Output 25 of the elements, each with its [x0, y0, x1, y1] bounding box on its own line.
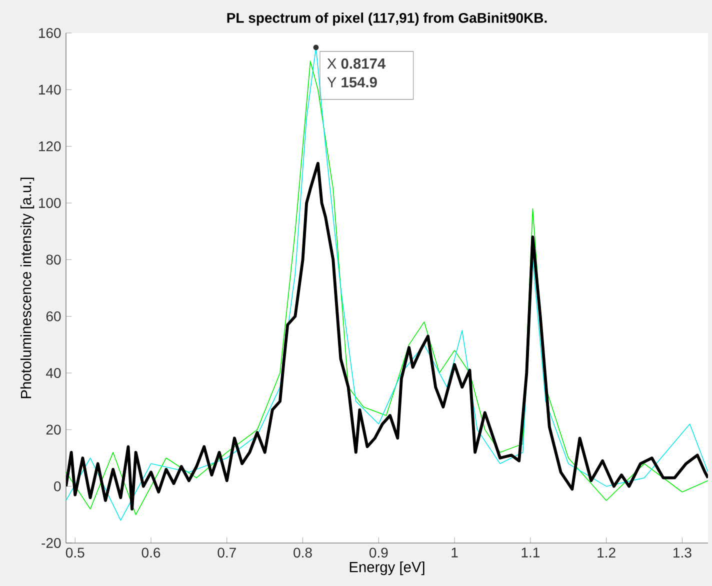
- y-tick-label: 20: [46, 424, 61, 435]
- y-tick-label: 80: [46, 254, 61, 265]
- y-tick-label: 0: [54, 481, 61, 492]
- line-series: [66, 162, 708, 510]
- y-tick-label: 140: [39, 84, 61, 95]
- annotation: X 0.8174: [327, 58, 386, 69]
- y-axis-title: Photoluminescence intensity [a.u.]: [20, 178, 34, 398]
- x-tick-label: 0.6: [142, 548, 160, 558]
- x-tick-label: 0.5: [66, 548, 84, 558]
- x-axis-title: Energy [eV]: [350, 561, 424, 576]
- x-tick-label: 1.2: [598, 548, 616, 558]
- annotation: Y 154.9: [327, 77, 377, 88]
- x-tick-label: 0.8: [294, 548, 312, 558]
- x-tick-label: 1: [452, 548, 458, 558]
- x-tick-label: 0.9: [369, 548, 388, 558]
- y-tick-label: -20: [42, 538, 61, 548]
- x-tick-label: 1.3: [674, 548, 692, 558]
- x-tick-label: 0.7: [218, 548, 236, 558]
- x-tick-label: 1.1: [522, 548, 540, 558]
- y-tick-label: 40: [46, 368, 61, 378]
- y-tick-label: 120: [39, 141, 61, 152]
- y-tick-label: 100: [39, 198, 61, 208]
- y-tick-label: 60: [46, 311, 61, 322]
- chart-title: PL spectrum of pixel (117,91) from GaBinit90KB.: [227, 12, 547, 26]
- y-tick-label: 160: [39, 28, 61, 38]
